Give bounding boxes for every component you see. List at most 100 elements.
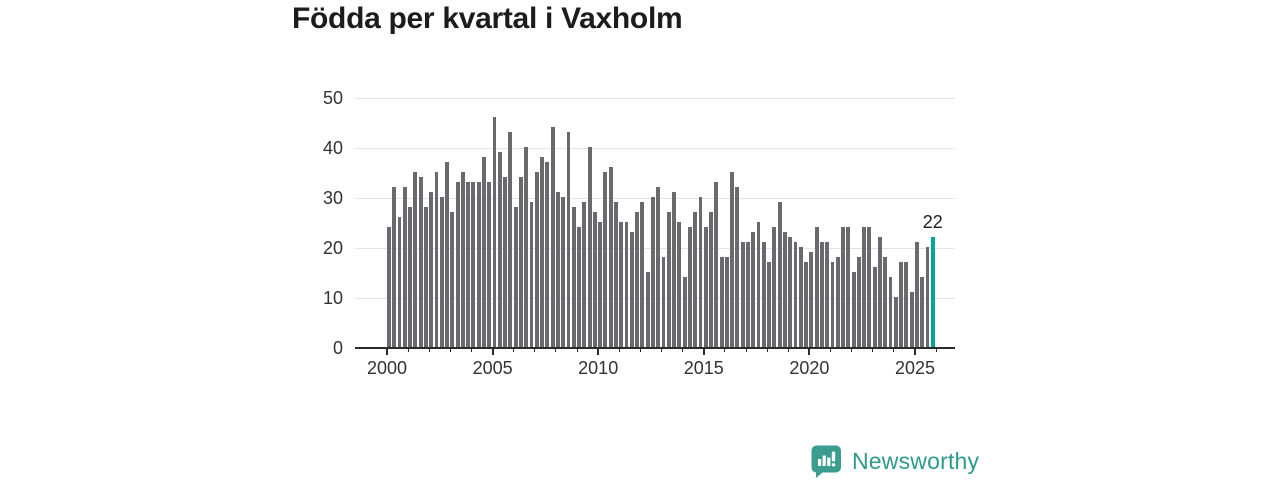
bar-quarter xyxy=(545,162,550,347)
bar-quarter xyxy=(830,262,835,347)
x-tick-minor-2003 xyxy=(449,348,451,352)
bar-quarter xyxy=(513,207,518,347)
bar-quarter xyxy=(402,187,407,347)
x-tick-minor-2023 xyxy=(872,348,874,352)
x-tick-minor-2024 xyxy=(893,348,895,352)
bar-quarter xyxy=(614,202,618,347)
bar-quarter xyxy=(698,197,703,347)
bar-quarter xyxy=(482,157,486,347)
bar-quarter xyxy=(746,242,750,347)
bar-quarter xyxy=(439,197,444,347)
newsworthy-logo[interactable]: Newsworthy xyxy=(810,444,979,479)
bar-quarter xyxy=(915,242,919,347)
bar-quarter xyxy=(476,182,481,347)
bar-quarter xyxy=(587,147,592,347)
logo-bar-3 xyxy=(827,457,831,466)
bar-quarter xyxy=(487,182,492,347)
bar-quarter xyxy=(777,202,782,347)
x-tick-minor-2009 xyxy=(576,348,578,352)
bar-quarter xyxy=(867,227,872,347)
bar-quarter xyxy=(577,227,581,347)
bar-quarter xyxy=(608,167,613,347)
gridline-20 xyxy=(355,248,955,249)
bar-quarter xyxy=(672,192,676,347)
x-axis-line xyxy=(355,347,955,349)
bar-quarter xyxy=(392,187,397,347)
x-tick-minor-2004 xyxy=(470,348,472,352)
bar-quarter xyxy=(508,132,513,347)
bar-highlight-latest-quarter xyxy=(930,237,935,347)
x-tick-minor-2001 xyxy=(407,348,409,352)
x-tick-minor-2019 xyxy=(787,348,789,352)
bar-quarter xyxy=(772,227,777,347)
x-tick-label-2000: 2000 xyxy=(366,358,408,378)
gridline-40 xyxy=(355,148,955,149)
bar-quarter xyxy=(703,227,708,347)
x-tick-label-2005: 2005 xyxy=(472,358,513,378)
y-tick-label-50: 50 xyxy=(322,88,343,108)
bar-quarter xyxy=(661,257,666,347)
bar-quarter xyxy=(925,247,930,347)
x-tick-minor-2022 xyxy=(851,348,853,352)
bar-quarter xyxy=(519,177,523,347)
x-tick-minor-2016 xyxy=(724,348,726,352)
bar-quarter xyxy=(751,232,756,347)
bar-quarter xyxy=(434,172,439,347)
logo-bar-2 xyxy=(822,455,826,466)
y-tick-label-30: 30 xyxy=(322,188,343,208)
bar-quarter xyxy=(550,127,555,347)
bar-quarter xyxy=(904,262,909,347)
bar-quarter xyxy=(592,212,597,347)
bar-quarter xyxy=(809,252,814,347)
bar-quarter xyxy=(798,247,803,347)
bar-quarter xyxy=(445,162,449,347)
bar-quarter xyxy=(651,197,655,347)
bar-quarter xyxy=(783,232,787,347)
bar-quarter xyxy=(888,277,893,347)
bar-quarter xyxy=(714,182,719,347)
bar-quarter xyxy=(629,232,634,347)
bar-quarter xyxy=(387,227,391,347)
x-tick-major-2025 xyxy=(914,348,916,355)
logo-bar-1 xyxy=(818,459,822,466)
bar-quarter xyxy=(423,207,428,347)
bar-quarter xyxy=(503,177,508,347)
bar-quarter xyxy=(682,277,687,347)
x-tick-minor-2008 xyxy=(555,348,557,352)
y-tick-label-10: 10 xyxy=(322,288,343,308)
bar-quarter xyxy=(471,182,476,347)
logo-bubble-shape xyxy=(811,445,841,478)
x-tick-minor-2021 xyxy=(830,348,832,352)
bar-quarter xyxy=(397,217,402,347)
logo-exclamation-stem xyxy=(831,451,836,462)
newsworthy-logo-icon xyxy=(810,444,843,479)
x-tick-major-2010 xyxy=(597,348,600,355)
bar-quarter xyxy=(841,227,845,347)
bar-quarter xyxy=(835,257,840,347)
bar-quarter xyxy=(825,242,830,347)
bar-quarter xyxy=(635,212,640,347)
bar-quarter xyxy=(645,272,650,347)
x-tick-major-2000 xyxy=(386,348,388,355)
bar-quarter xyxy=(899,262,904,347)
bar-quarter xyxy=(492,117,497,347)
x-tick-minor-2002 xyxy=(428,348,430,352)
bar-quarter xyxy=(555,192,560,347)
bar-quarter xyxy=(534,172,539,347)
bar-quarter xyxy=(429,192,434,347)
bar-quarter xyxy=(724,257,729,347)
bar-quarter xyxy=(788,237,793,347)
x-tick-major-2020 xyxy=(808,348,811,355)
highlight-value-label: 22 xyxy=(922,212,943,232)
bar-quarter xyxy=(872,267,877,347)
bar-quarter xyxy=(598,222,603,347)
logo-exclamation-dot xyxy=(831,463,836,467)
bar-quarter xyxy=(603,172,608,347)
bar-quarter xyxy=(846,227,851,347)
bar-quarter xyxy=(920,277,925,347)
bar-quarter xyxy=(851,272,856,347)
y-tick-label-0: 0 xyxy=(332,338,343,358)
bar-quarter xyxy=(719,257,724,347)
newsworthy-logo-text: Newsworthy xyxy=(852,448,980,474)
